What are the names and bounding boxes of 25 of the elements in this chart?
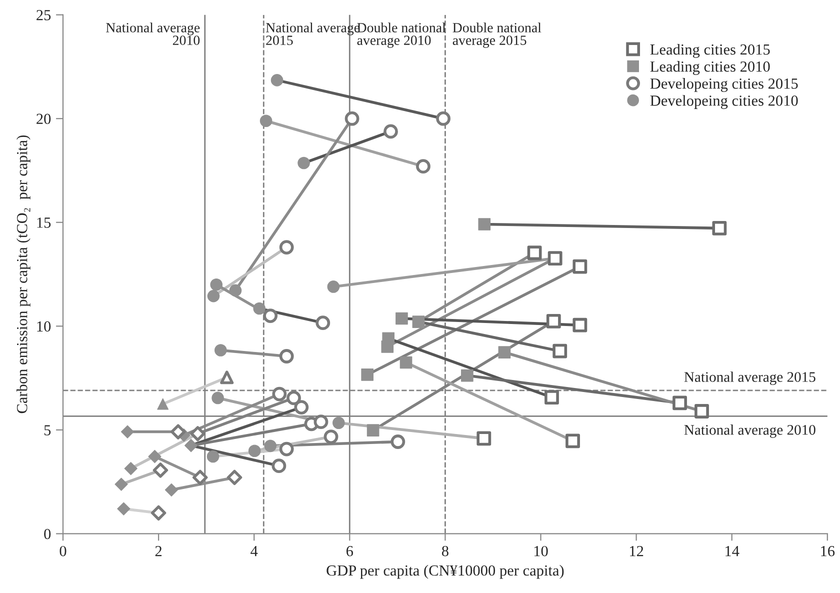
x-tick-label: 10 (534, 546, 548, 556)
x-tick-label: 14 (726, 546, 740, 556)
x-tick-label: 0 (60, 546, 66, 556)
legend-label: Developeing cities 2015 (650, 78, 798, 92)
x-tick-label: 2 (155, 546, 162, 556)
x-tick-label: 8 (442, 546, 448, 556)
y-tick-label: 25 (36, 10, 51, 20)
legend-label: Leading cities 2015 (650, 44, 770, 58)
y-tick-label: 10 (37, 321, 51, 332)
y-tick-label: 0 (44, 528, 51, 540)
x-axis-title: GDP per capita (CN¥10000 per capita) (326, 564, 564, 579)
y-tick-label: 5 (44, 425, 51, 436)
y-axis-title: Carbon emission per capita (tCO₂ per capita) (16, 135, 30, 414)
ref-line-label: National average 2010 (684, 424, 816, 438)
ref-line-label: National average 2015 (684, 372, 816, 385)
legend-label: Leading cities 2010 (650, 60, 770, 75)
y-tick-label: 20 (36, 114, 51, 124)
legend-label: Developeing cities 2010 (650, 95, 798, 109)
x-tick-label: 16 (821, 546, 835, 556)
x-tick-label: 4 (250, 546, 258, 556)
ref-line-label: Double national average 2015 (452, 22, 542, 48)
x-tick-label: 6 (346, 546, 354, 556)
ref-line-label: National average 2010 (106, 22, 200, 46)
x-tick-label: 12 (630, 546, 644, 556)
y-tick-label: 15 (37, 218, 51, 228)
